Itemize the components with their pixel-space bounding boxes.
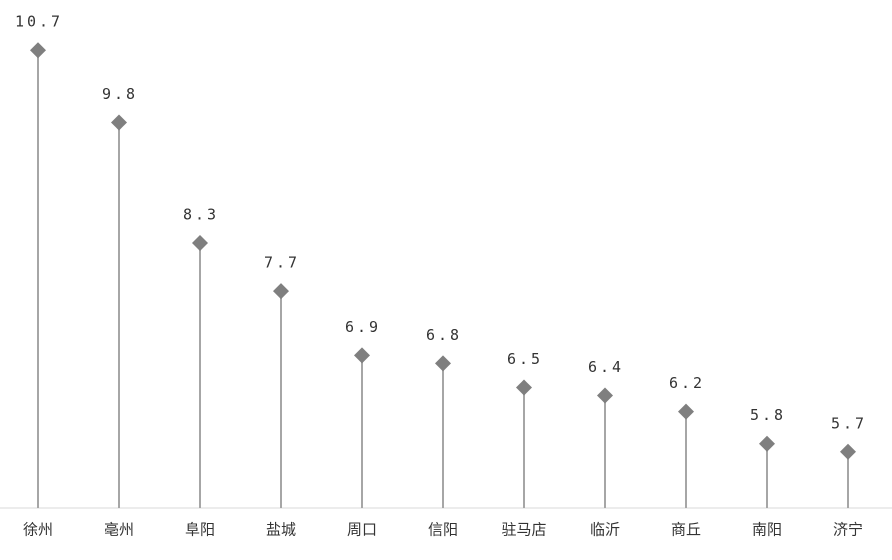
value-label: 5.8: [750, 406, 786, 424]
x-tick-label: 济宁: [833, 521, 863, 539]
x-tick-label: 周口: [347, 521, 377, 539]
value-label: 8.3: [183, 205, 219, 223]
marker: [597, 387, 613, 404]
value-label: 9.8: [102, 85, 138, 103]
value-label: 6.5: [507, 350, 543, 368]
marker: [30, 42, 46, 59]
value-label: 10.7: [15, 13, 63, 31]
marker: [840, 443, 856, 460]
value-label: 6.9: [345, 318, 381, 336]
marker: [192, 234, 208, 251]
x-tick-label: 商丘: [671, 521, 701, 539]
x-tick-label: 盐城: [266, 521, 296, 539]
x-tick-label: 南阳: [752, 521, 782, 539]
x-tick-label: 徐州: [23, 521, 53, 539]
marker: [678, 403, 694, 420]
x-tick-label: 临沂: [590, 521, 620, 539]
x-tick-label: 亳州: [104, 521, 134, 539]
value-label: 6.2: [669, 374, 705, 392]
marker: [354, 347, 370, 364]
x-tick-label: 驻马店: [501, 521, 546, 539]
marker: [273, 283, 289, 300]
value-label: 6.4: [588, 358, 624, 376]
value-label: 5.7: [831, 414, 867, 432]
marker: [759, 435, 775, 452]
marker: [111, 114, 127, 131]
marker: [516, 379, 532, 396]
x-tick-label: 阜阳: [185, 521, 215, 539]
x-tick-label: 信阳: [428, 521, 458, 539]
marker: [435, 355, 451, 372]
value-label: 6.8: [426, 326, 462, 344]
value-label: 7.7: [264, 254, 300, 272]
